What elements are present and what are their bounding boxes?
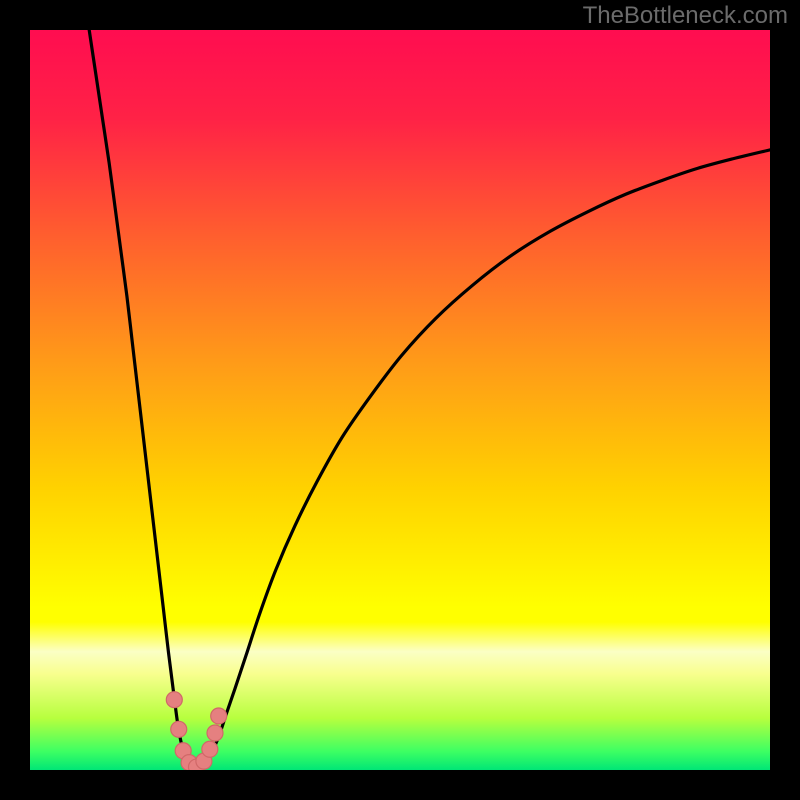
marker-point [207, 725, 223, 741]
plot-gradient-area [30, 30, 770, 770]
bottleneck-chart [0, 0, 800, 800]
marker-point [171, 721, 187, 737]
marker-point [211, 708, 227, 724]
marker-point [166, 692, 182, 708]
marker-point [202, 741, 218, 757]
chart-container: TheBottleneck.com [0, 0, 800, 800]
